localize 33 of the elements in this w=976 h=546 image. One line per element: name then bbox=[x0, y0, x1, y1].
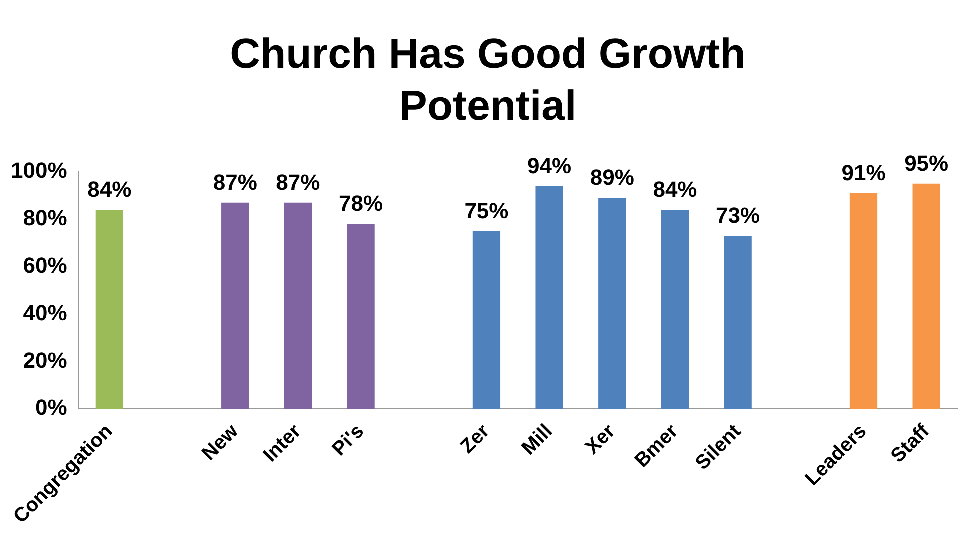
bar bbox=[724, 236, 752, 410]
data-label: 87% bbox=[213, 170, 258, 195]
y-tick-label: 20% bbox=[23, 348, 68, 373]
y-tick-label: 100% bbox=[10, 158, 68, 184]
y-tick-label: 60% bbox=[23, 252, 68, 278]
data-label: 73% bbox=[716, 203, 760, 228]
chart-title: Church Has Good Growth Potential bbox=[229, 29, 747, 131]
data-label: 78% bbox=[339, 191, 384, 216]
data-label: 89% bbox=[590, 165, 634, 190]
data-label: 84% bbox=[88, 177, 132, 202]
x-tick-label: Mill bbox=[518, 420, 557, 460]
bar bbox=[661, 210, 690, 410]
y-tick-label: 0% bbox=[35, 395, 68, 420]
x-tick-label: Xer bbox=[581, 420, 620, 459]
bar bbox=[598, 198, 626, 410]
data-label: 84% bbox=[653, 177, 698, 202]
x-tick-label: Pi's bbox=[328, 420, 368, 461]
y-tick-label: 80% bbox=[23, 205, 68, 230]
data-label: 91% bbox=[842, 160, 886, 186]
bar bbox=[912, 184, 940, 410]
bar bbox=[850, 193, 878, 410]
bar bbox=[96, 210, 124, 410]
data-label: 87% bbox=[276, 170, 320, 195]
data-label: 94% bbox=[528, 153, 572, 178]
data-label: 95% bbox=[904, 150, 949, 176]
data-label: 75% bbox=[464, 198, 509, 224]
x-tick-label: Zer bbox=[456, 420, 494, 458]
y-tick-label: 40% bbox=[23, 300, 68, 326]
bar bbox=[472, 231, 501, 410]
bar bbox=[536, 186, 564, 410]
bar bbox=[347, 224, 375, 410]
bar bbox=[222, 202, 250, 410]
bar bbox=[284, 202, 312, 410]
